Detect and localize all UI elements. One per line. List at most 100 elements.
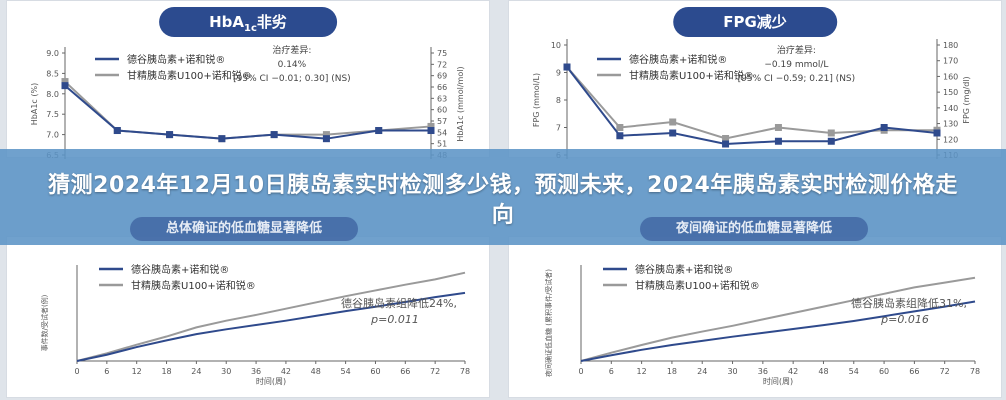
y-tick-right-label: 120 bbox=[943, 135, 958, 144]
x-tick-label: 12 bbox=[637, 367, 647, 376]
x-tick-label: 78 bbox=[970, 367, 980, 376]
annotation-pvalue: p=0.011 bbox=[370, 313, 419, 326]
y-tick-label: 7 bbox=[556, 124, 561, 133]
y-axis-label: HbA1c (%) bbox=[30, 83, 39, 125]
series-line-a bbox=[580, 300, 976, 362]
data-point-b bbox=[61, 78, 69, 86]
data-point-b bbox=[427, 122, 435, 130]
data-point-a bbox=[270, 131, 278, 139]
chart-panel-overall-hypo: 0 6 12 18 24 30 36 42 48 54 60 66 72 78 时间(周) 事件数/受试者(例… bbox=[6, 236, 490, 398]
y-tick-right-label: 66 bbox=[437, 83, 447, 92]
x-tick-label: 0 bbox=[578, 367, 583, 376]
x-tick-label: 6 bbox=[104, 367, 109, 376]
y-tick-right-label: 72 bbox=[437, 60, 447, 69]
data-point-a bbox=[427, 127, 435, 135]
x-tick-label: 18 bbox=[161, 367, 171, 376]
x-tick-label: 66 bbox=[909, 367, 919, 376]
y-tick-label: 9 bbox=[556, 69, 561, 78]
x-tick-label: 72 bbox=[430, 367, 440, 376]
y-tick-right-label: 140 bbox=[943, 104, 958, 113]
x-axis-label: 时间(周) bbox=[763, 376, 793, 386]
chart-nocturnal-hypo: 0 6 12 18 24 30 36 42 48 54 60 66 72 78 时间(周) 夜间确证低血糖 (… bbox=[544, 263, 980, 386]
y-tick-right-label: 54 bbox=[437, 128, 447, 137]
legend-label-b: 甘精胰岛素U100+诺和锐® bbox=[127, 69, 252, 82]
data-point-a bbox=[322, 135, 330, 143]
y-tick-label: 9.0 bbox=[46, 49, 59, 58]
x-tick-label: 36 bbox=[251, 367, 261, 376]
y-tick-right-label: 160 bbox=[943, 72, 958, 81]
x-tick-label: 54 bbox=[341, 367, 351, 376]
y-tick-label: 8 bbox=[556, 96, 561, 105]
series-line-a bbox=[64, 84, 431, 140]
x-tick-label: 60 bbox=[879, 367, 889, 376]
x-axis-label: 时间(周) bbox=[256, 376, 286, 386]
x-tick-label: 12 bbox=[132, 367, 142, 376]
x-tick-label: 54 bbox=[849, 367, 859, 376]
annotation-pvalue: p=0.016 bbox=[880, 313, 929, 326]
x-tick-label: 30 bbox=[727, 367, 737, 376]
y-tick-right-label: 75 bbox=[437, 49, 447, 58]
y-tick-right-label: 63 bbox=[437, 94, 447, 103]
annotation-text: 治疗差异: bbox=[272, 44, 311, 56]
y-tick-right-label: 60 bbox=[437, 106, 447, 115]
data-point-a bbox=[563, 63, 571, 71]
chart-title-fpg: FPG减少 bbox=[673, 7, 837, 37]
data-point-a bbox=[616, 132, 624, 140]
y-tick-label: 7.0 bbox=[46, 131, 59, 140]
annotation-text: −0.19 mmol/L bbox=[764, 60, 828, 70]
chart-panel-fpg: FPG减少 109876180170160150140130120110FPG … bbox=[508, 0, 1002, 159]
y-tick-right-label: 51 bbox=[437, 140, 447, 149]
data-point-b bbox=[722, 135, 730, 142]
x-tick-label: 42 bbox=[281, 367, 291, 376]
x-tick-label: 72 bbox=[940, 367, 950, 376]
data-point-a bbox=[880, 124, 888, 131]
y-tick-label: 7.5 bbox=[46, 110, 59, 119]
chart-overall-hypo: 0 6 12 18 24 30 36 42 48 54 60 66 72 78 时间(周) 事件数/受试者(例… bbox=[40, 263, 470, 386]
y-axis-label: FPG (mmol/L) bbox=[532, 73, 541, 127]
y-tick-label: 8.0 bbox=[46, 90, 59, 99]
legend-label-a: 德谷胰岛素+诺和锐® bbox=[635, 263, 733, 276]
y-tick-label: 10 bbox=[551, 41, 561, 50]
x-tick-label: 24 bbox=[191, 367, 201, 376]
chart-hba1c: 9.08.58.07.57.06.575726966636057545148Hb… bbox=[30, 44, 465, 159]
x-tick-label: 30 bbox=[221, 367, 231, 376]
series-line-a bbox=[76, 291, 466, 362]
series-line-b bbox=[580, 276, 976, 362]
data-point-a bbox=[669, 129, 677, 137]
data-point-a bbox=[375, 127, 383, 135]
x-tick-label: 60 bbox=[370, 367, 380, 376]
y-tick-right-label: 57 bbox=[437, 117, 447, 126]
legend-label-b: 甘精胰岛素U100+诺和锐® bbox=[635, 279, 760, 292]
series-line-b bbox=[76, 271, 466, 362]
y-tick-right-label: 170 bbox=[943, 57, 958, 66]
chart-panel-nocturnal-hypo: 0 6 12 18 24 30 36 42 48 54 60 66 72 78 时间(周) 夜间确证低血糖 (… bbox=[508, 236, 1002, 398]
y-tick-right-label: 130 bbox=[943, 120, 958, 129]
chart-panel-hba1c: HbA1c非劣 9.08.58.07.57.06.575726966636057… bbox=[6, 0, 490, 159]
annotation-reduction: 德谷胰岛素组降低31%, bbox=[851, 296, 967, 310]
annotation-reduction: 德谷胰岛素组降低24%, bbox=[341, 296, 457, 310]
data-point-b bbox=[774, 124, 782, 131]
data-point-a bbox=[166, 131, 174, 139]
data-point-a bbox=[722, 140, 730, 148]
data-point-b bbox=[669, 118, 677, 126]
x-tick-label: 6 bbox=[609, 367, 614, 376]
x-tick-label: 66 bbox=[400, 367, 410, 376]
data-point-a bbox=[933, 129, 941, 137]
data-point-a bbox=[774, 137, 782, 145]
annotation-text: 0.14% bbox=[278, 60, 307, 70]
annotation-text: [95% CI −0.01; 0.30] (NS) bbox=[233, 74, 351, 84]
data-point-a bbox=[218, 135, 226, 143]
y-tick-right-label: 180 bbox=[943, 41, 958, 50]
x-tick-label: 78 bbox=[460, 367, 470, 376]
chart-title-hba1c: HbA1c非劣 bbox=[159, 7, 337, 37]
x-tick-label: 36 bbox=[758, 367, 768, 376]
y-axis-label: 事件数/受试者(例) bbox=[40, 294, 49, 351]
chart-title-nocturnal-hypo: 夜间确证的低血糖显著降低 bbox=[640, 217, 869, 241]
data-point-a bbox=[827, 137, 835, 145]
series-line-a bbox=[566, 66, 938, 146]
annotation-text: [95% CI −0.59; 0.21] (NS) bbox=[738, 74, 856, 84]
legend-label-b: 甘精胰岛素U100+诺和锐® bbox=[131, 279, 256, 292]
data-point-a bbox=[61, 82, 69, 90]
y-tick-right-label: 69 bbox=[437, 72, 447, 81]
headline-title: 猜测2024年12月10日胰岛素实时检测多少钱，预测未来，2024年胰岛素实时检… bbox=[48, 173, 958, 228]
